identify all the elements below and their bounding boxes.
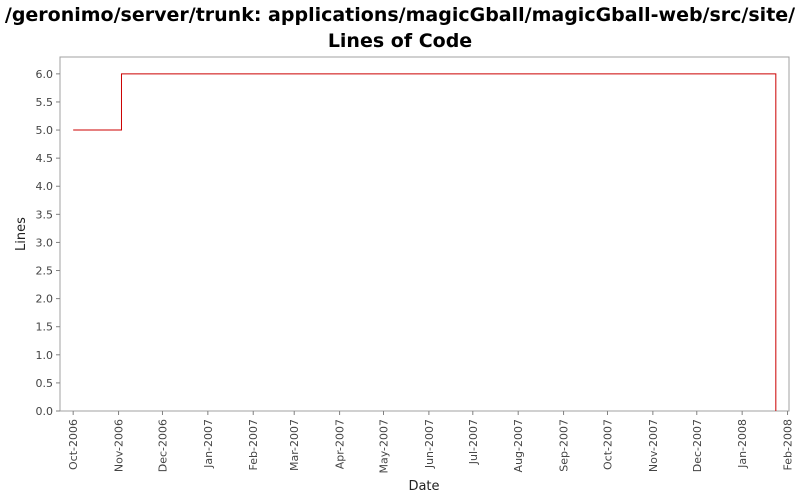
x-axis-label: Date (408, 479, 439, 494)
chart-title: /geronimo/server/trunk: applications/mag… (0, 2, 800, 54)
x-tick-label: Feb-2008 (782, 419, 795, 470)
y-tick-label: 1.5 (36, 321, 54, 334)
y-tick-label: 1.0 (36, 349, 54, 362)
x-tick-label: Dec-2007 (691, 419, 704, 472)
y-tick-label: 6.0 (36, 68, 54, 81)
x-tick-label: Oct-2006 (67, 419, 80, 470)
y-tick-label: 2.5 (36, 265, 54, 278)
x-tick-label: Apr-2007 (334, 419, 347, 469)
y-tick-label: 5.5 (36, 96, 54, 109)
y-axis-label: Lines (14, 217, 29, 251)
x-tick-label: Jan-2008 (736, 419, 749, 469)
x-tick-label: Jan-2007 (202, 419, 215, 469)
y-tick-label: 3.5 (36, 208, 54, 221)
y-tick-label: 0.5 (36, 377, 54, 390)
y-axis: 0.0 0.5 1.0 1.5 2.0 2.5 3.0 3.5 4.0 4.5 5.0 5.5 6.0 (36, 68, 60, 418)
x-tick-label: May-2007 (378, 419, 391, 474)
y-tick-label: 3.0 (36, 236, 54, 249)
chart-title-line-2: Lines of Code (327, 30, 473, 52)
x-tick-label: Oct-2007 (601, 419, 614, 470)
x-tick-label: Dec-2006 (156, 419, 169, 472)
x-tick-label: Nov-2007 (647, 419, 660, 472)
series-line-0 (73, 73, 777, 411)
x-tick-label: Nov-2006 (113, 419, 126, 472)
y-tick-label: 5.0 (36, 124, 54, 137)
x-axis: Oct-2006 Nov-2006 Dec-2006 Jan-2007 Feb-2007… (67, 411, 795, 474)
x-tick-label: Mar-2007 (288, 419, 301, 471)
y-tick-label: 4.0 (36, 180, 54, 193)
y-tick-label: 0.0 (36, 405, 54, 418)
x-tick-label: Feb-2007 (247, 419, 260, 470)
chart-title-line-1: /geronimo/server/trunk: applications/mag… (4, 4, 796, 26)
x-tick-label: Sep-2007 (558, 419, 571, 472)
x-tick-label: Jul-2007 (467, 419, 480, 465)
series-layer (73, 73, 777, 411)
x-tick-label: Jun-2007 (423, 419, 436, 469)
x-tick-label: Aug-2007 (512, 419, 525, 472)
plot-area (59, 56, 790, 412)
y-tick-label: 4.5 (36, 152, 54, 165)
y-tick-label: 2.0 (36, 293, 54, 306)
